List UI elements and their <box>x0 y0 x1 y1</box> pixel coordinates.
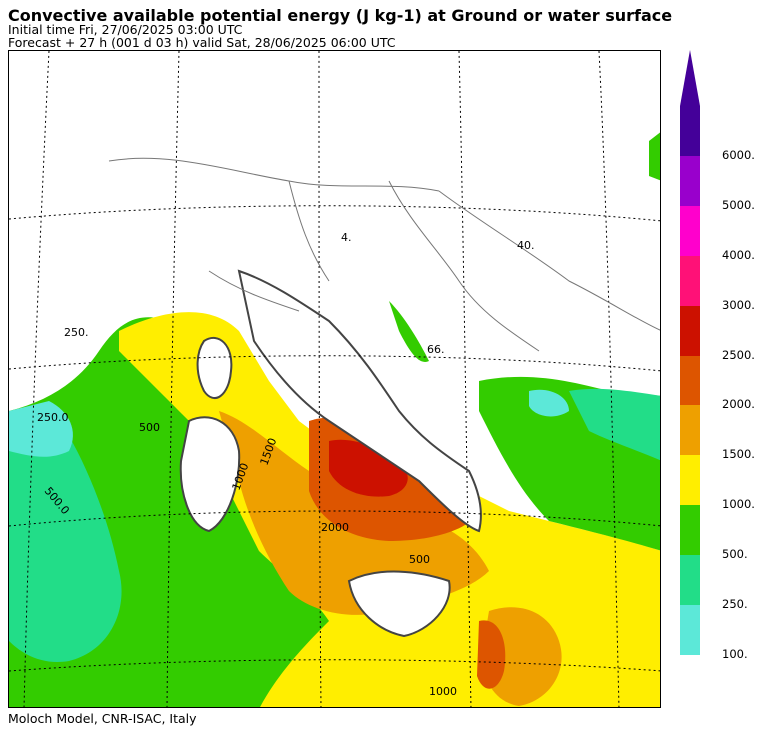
legend-label: 1000. <box>722 497 755 512</box>
label-4: 4. <box>341 231 352 244</box>
legend-swatch <box>680 555 700 606</box>
legend-label: 3000. <box>722 297 755 312</box>
field-green-po <box>389 301 429 362</box>
legend-swatch <box>680 505 700 556</box>
legend-label: 6000. <box>722 147 755 162</box>
legend-swatch <box>680 106 700 156</box>
map-title: Convective available potential energy (J… <box>8 6 673 25</box>
field-darkorange-south <box>477 620 506 689</box>
graticule <box>9 51 660 707</box>
legend-swatch <box>680 255 700 306</box>
legend-label: 2000. <box>722 397 755 412</box>
legend-label: 5000. <box>722 197 755 212</box>
legend-swatch <box>680 455 700 506</box>
legend-label: 2500. <box>722 347 755 362</box>
field-orange-south <box>482 607 562 706</box>
map-canvas: 4. 40. 66. 250. 250.0 500.0 500 1500 100… <box>9 51 660 707</box>
legend-label: 4000. <box>722 247 755 262</box>
legend-swatch <box>680 155 700 206</box>
legend-label: 250. <box>722 597 748 612</box>
label-2000: 2000 <box>321 521 349 534</box>
field-green-ne <box>649 132 660 181</box>
field-cyan-west <box>9 401 73 457</box>
label-500c: 500 <box>409 553 430 566</box>
model-credit: Moloch Model, CNR-ISAC, Italy <box>8 711 197 726</box>
island-corsica <box>196 336 233 399</box>
cape-map: 4. 40. 66. 250. 250.0 500.0 500 1500 100… <box>8 50 661 708</box>
field-teal-east <box>569 388 660 461</box>
field-teal-west <box>9 424 122 662</box>
label-250b: 250.0 <box>37 411 69 424</box>
borders <box>108 157 660 352</box>
legend-top-arrow <box>680 50 700 106</box>
label-500b: 500 <box>139 421 160 434</box>
legend-label: 100. <box>722 647 748 661</box>
color-legend: 100. 250. 500. 1000. 1500. 2000. 2500. 3000. 400… <box>680 50 760 670</box>
legend-label: 500. <box>722 547 748 562</box>
mainland-italy <box>237 269 482 533</box>
legend-label: 1500. <box>722 447 755 462</box>
label-1000b: 1000 <box>429 685 457 698</box>
label-66: 66. <box>427 343 445 356</box>
island-sicily <box>347 570 451 638</box>
island-sardinia <box>179 416 241 533</box>
forecast-time: Forecast + 27 h (001 d 03 h) valid Sat, … <box>8 35 396 50</box>
legend-swatch <box>680 205 700 256</box>
legend-swatch <box>680 355 700 406</box>
initial-time: Initial time Fri, 27/06/2025 03:00 UTC <box>8 22 243 37</box>
legend-swatch <box>680 305 700 356</box>
field-cyan-east <box>529 389 569 417</box>
label-250a: 250. <box>64 326 89 339</box>
legend-swatch <box>680 405 700 456</box>
legend-swatch <box>680 605 700 655</box>
label-40: 40. <box>517 239 535 252</box>
